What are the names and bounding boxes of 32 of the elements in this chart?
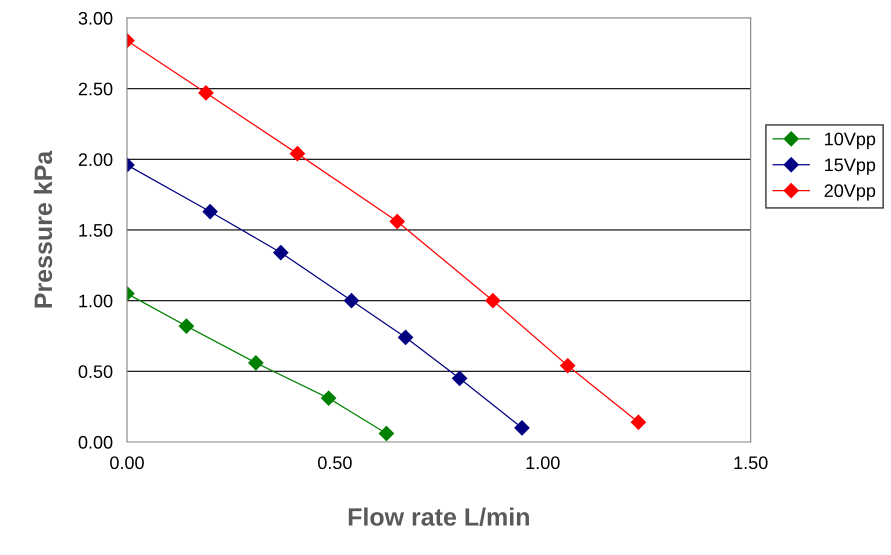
y-tick-label: 3.00 [78,12,112,25]
legend-label: 10Vpp [825,132,876,149]
point [514,420,530,436]
point [452,370,468,386]
x-tick-label: 0.50 [318,456,352,470]
point [198,85,214,100]
point [560,358,576,374]
x-tick-label: 0.00 [110,456,144,470]
y-axis-title: Pressure kPa [34,150,52,308]
y-tick-label: 2.50 [78,82,112,96]
point [344,293,360,308]
y-tick-label: 1.00 [79,294,112,308]
point [390,214,405,230]
point [378,426,394,442]
legend-label: 15Vpp [825,158,876,175]
point [202,204,218,220]
x-tick-label: 1.00 [526,456,560,470]
point [630,414,646,430]
point [321,390,336,406]
x-tick-label: 1.50 [734,456,768,470]
point [398,330,414,345]
legend-label: 20Vpp [824,184,876,201]
point [290,146,306,162]
point [178,318,194,334]
x-axis-title: Flow rate L/min [348,507,529,526]
point [273,245,288,260]
y-tick-label: 1.50 [79,224,112,237]
point [248,355,264,370]
y-tick-label: 0.00 [78,436,112,449]
y-tick-label: 2.00 [78,153,112,166]
y-tick-label: 0.50 [78,365,112,378]
point [485,293,500,308]
